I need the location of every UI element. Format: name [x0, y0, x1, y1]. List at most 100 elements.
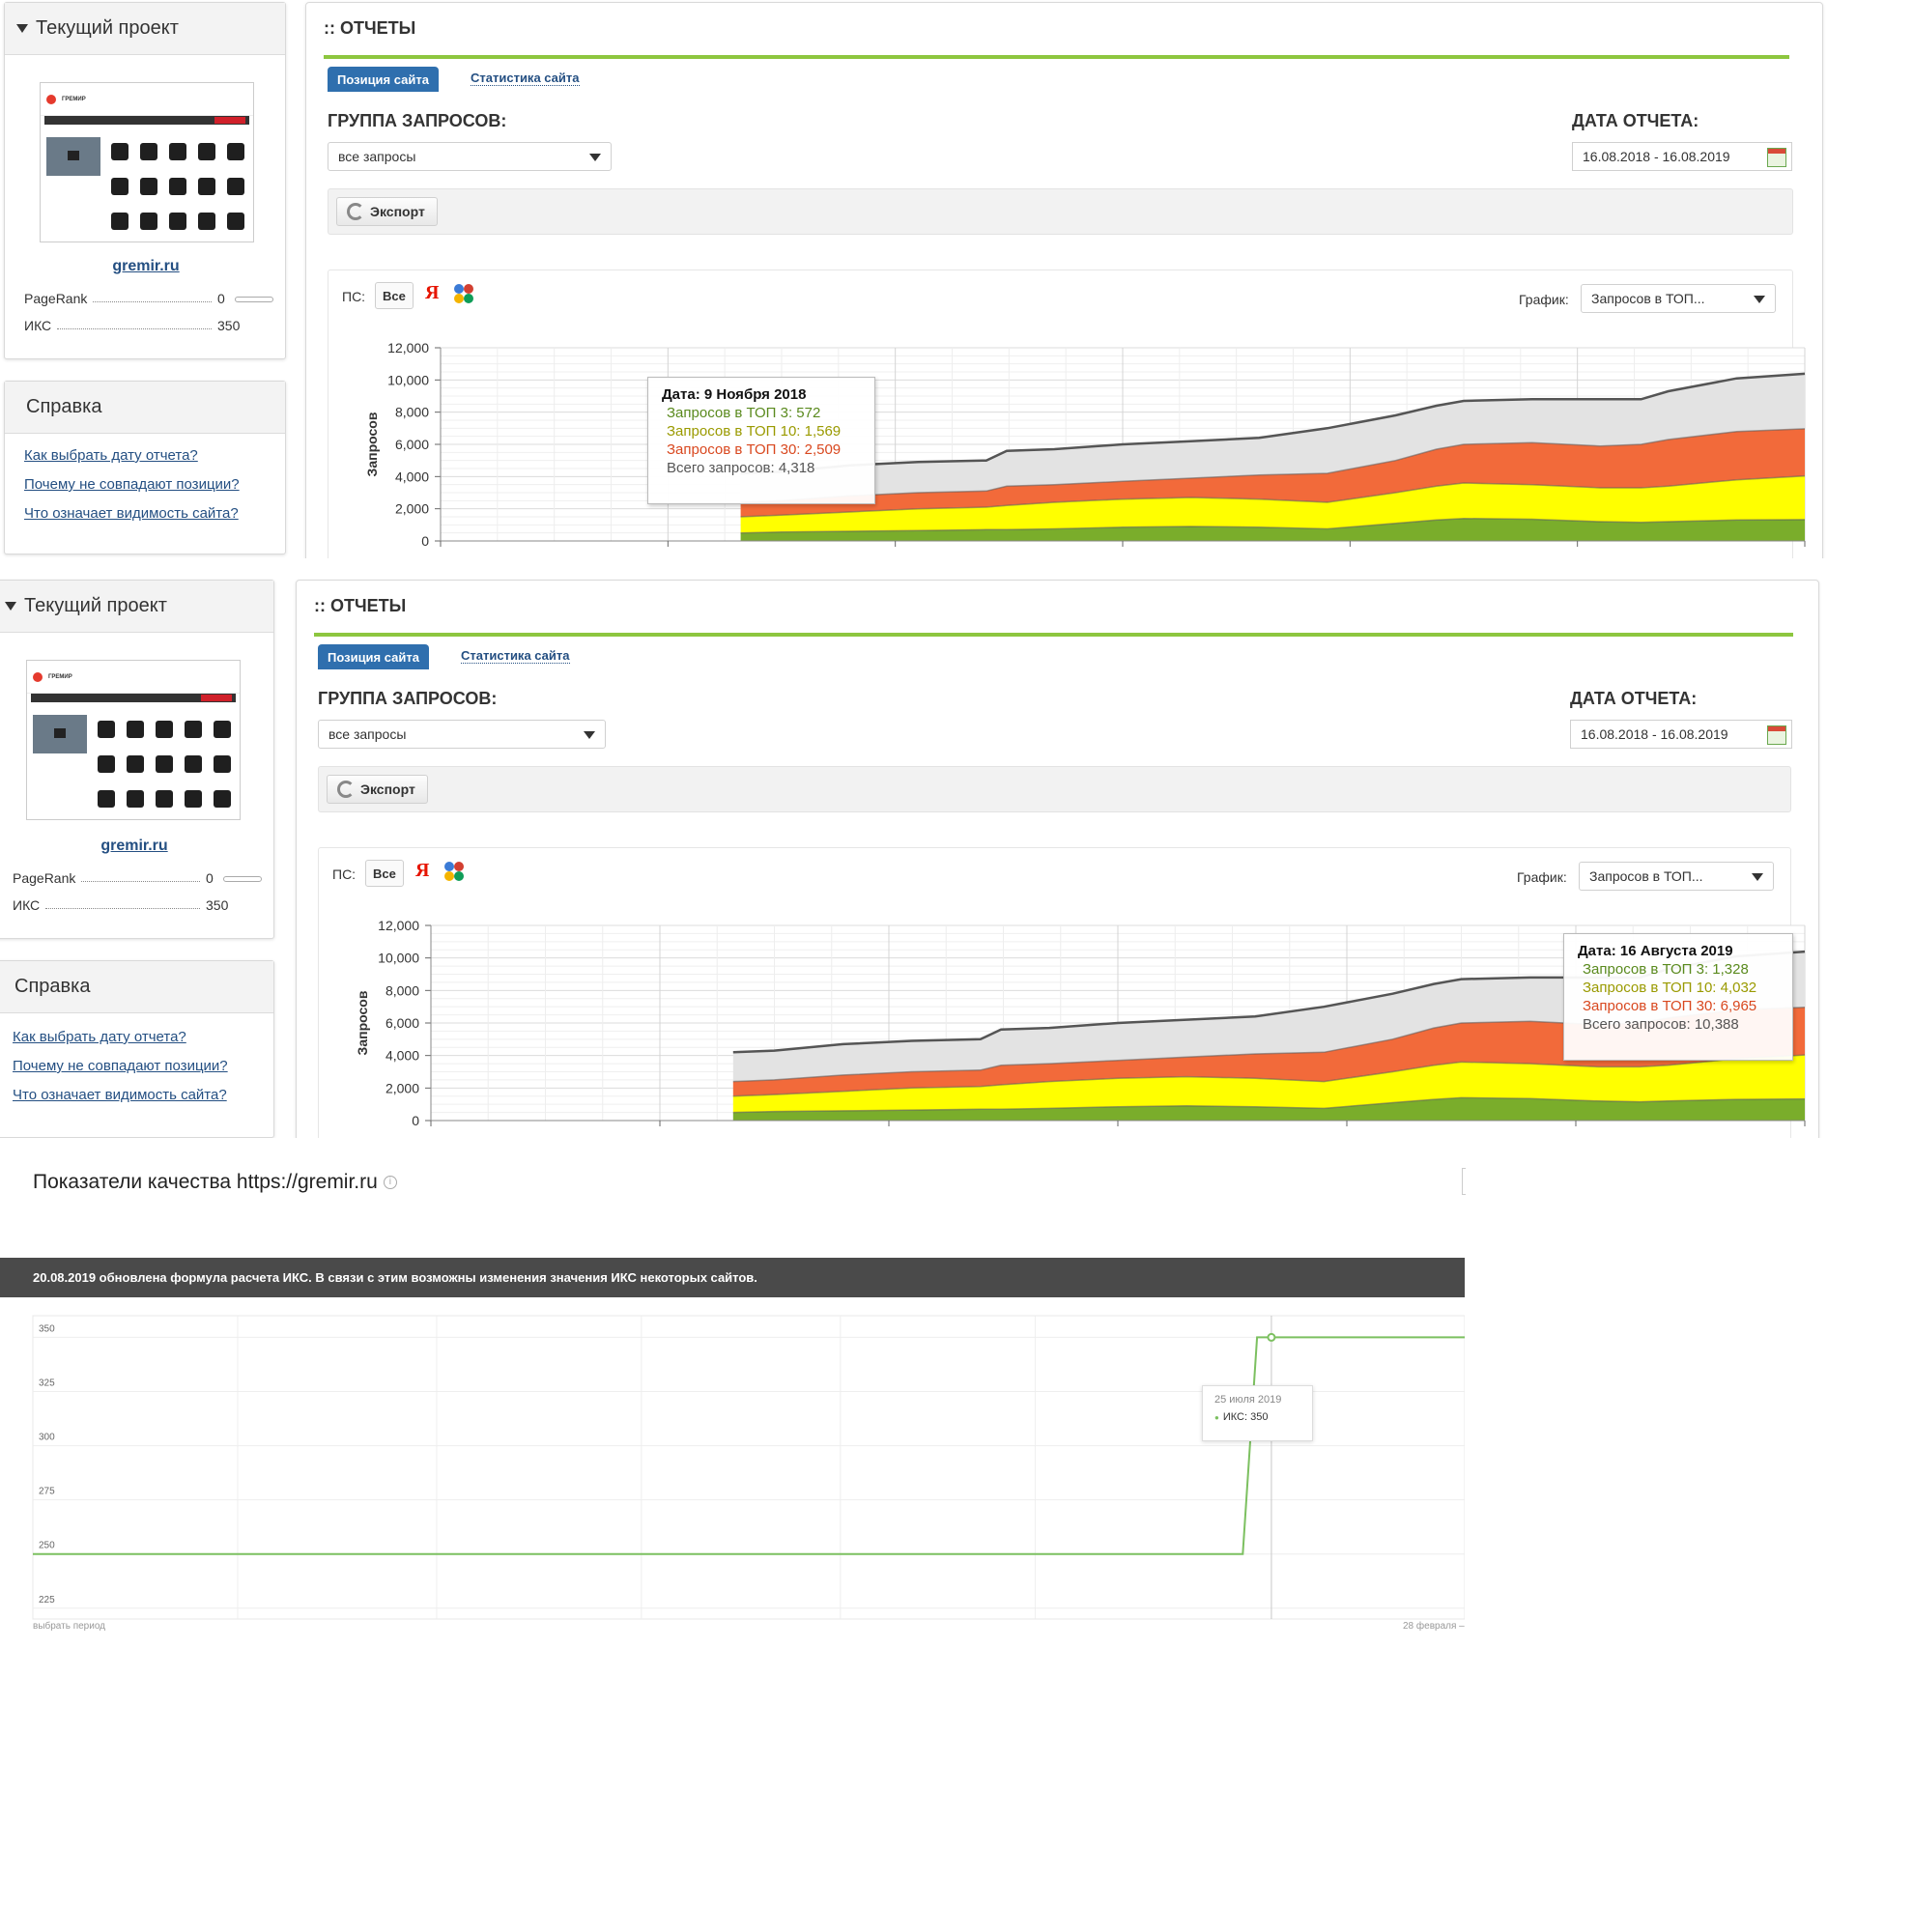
info-icon[interactable]: i [383, 1176, 397, 1190]
title-divider [324, 55, 1789, 59]
iks-tooltip-date: 25 июля 2019 [1214, 1394, 1282, 1406]
iks-tooltip-value: ИКС: 350 [1214, 1411, 1300, 1423]
pagerank-bar [222, 876, 262, 883]
iks-row: ИКС 350 [13, 895, 264, 915]
help-link-visibility[interactable]: Что означает видимость сайта? [24, 505, 239, 522]
area-1 [732, 1097, 1805, 1121]
google-icon[interactable] [454, 284, 473, 303]
y-tick-label: 225 [39, 1595, 55, 1605]
report-panel-2: Текущий проект ГРЕМИР gremir.ru PageRank… [0, 578, 1831, 1138]
report-date-input[interactable]: 16.08.2018 - 16.08.2019 [1570, 720, 1792, 749]
ps-all-button[interactable]: Все [365, 860, 404, 887]
query-group-select[interactable]: все запросы [328, 142, 612, 171]
current-project-header[interactable]: Текущий проект [0, 581, 273, 633]
area-3 [732, 1007, 1805, 1096]
tooltip-top3: Запросов в ТОП 3: 572 [667, 405, 821, 421]
help-link-positions[interactable]: Почему не совпадают позиции? [24, 476, 240, 493]
collapse-triangle-icon[interactable] [5, 602, 16, 611]
select-period-link[interactable]: выбрать период [33, 1621, 105, 1632]
iks-tooltip: 25 июля 2019 ИКС: 350 [1202, 1385, 1313, 1441]
query-group-select[interactable]: все запросы [318, 720, 606, 749]
iks-value: 350 [206, 897, 229, 913]
pagerank-row: PageRank 0 [13, 868, 264, 888]
export-button[interactable]: Экспорт [336, 197, 438, 226]
calendar-icon[interactable] [1767, 725, 1786, 745]
chevron-down-icon [1752, 873, 1763, 881]
tooltip-top3: Запросов в ТОП 3: 1,328 [1583, 961, 1749, 978]
tooltip-total: Всего запросов: 10,388 [1583, 1016, 1739, 1033]
y-tick-label: 250 [39, 1541, 55, 1551]
ps-all-button[interactable]: Все [375, 282, 414, 309]
series-line-3 [740, 428, 1806, 503]
page-title: :: ОТЧЕТЫ [324, 18, 416, 38]
iks-notice-banner: 20.08.2019 обновлена формула расчета ИКС… [0, 1258, 1465, 1297]
tooltip-top30: Запросов в ТОП 30: 2,509 [667, 441, 842, 458]
pagerank-value: 0 [206, 870, 214, 886]
collapse-triangle-icon[interactable] [16, 24, 28, 33]
help-header: Справка [0, 961, 273, 1013]
current-project-box: Текущий проект ГРЕМИР gremir.ru PageRank… [0, 580, 274, 939]
title-divider [314, 633, 1793, 637]
play-icon [68, 151, 79, 160]
y-tick-label: 10,000 [387, 372, 429, 387]
page-title: :: ОТЧЕТЫ [314, 596, 407, 615]
graph-type-select[interactable]: Запросов в ТОП... [1579, 862, 1774, 891]
y-tick-label: 8,000 [385, 982, 419, 998]
export-button-label: Экспорт [360, 781, 415, 797]
graph-type-value: Запросов в ТОП... [1589, 868, 1703, 884]
current-project-title: Текущий проект [24, 595, 167, 616]
help-link-date[interactable]: Как выбрать дату отчета? [13, 1029, 186, 1045]
refresh-icon [347, 203, 364, 220]
site-thumbnail[interactable]: ГРЕМИР [26, 660, 241, 820]
thumbnail-logo-text: ГРЕМИР [62, 96, 86, 102]
y-tick-label: 0 [412, 1113, 419, 1128]
y-tick-label: 2,000 [385, 1080, 419, 1095]
report-date-input[interactable]: 16.08.2018 - 16.08.2019 [1572, 142, 1792, 171]
calendar-icon[interactable] [1767, 148, 1786, 167]
site-link[interactable]: gremir.ru [100, 838, 168, 854]
cropped-control [1462, 1168, 1466, 1195]
yandex-icon[interactable]: Я [425, 282, 440, 303]
tab-site-stats[interactable]: Статистика сайта [461, 648, 570, 664]
help-link-positions[interactable]: Почему не совпадают позиции? [13, 1058, 228, 1074]
chart-tooltip-2: Дата: 16 Августа 2019 Запросов в ТОП 3: … [1563, 933, 1793, 1061]
refresh-icon [337, 781, 355, 798]
y-tick-label: 0 [421, 533, 429, 549]
help-link-date[interactable]: Как выбрать дату отчета? [24, 447, 198, 464]
tab-site-stats[interactable]: Статистика сайта [471, 71, 580, 86]
report-date-value: 16.08.2018 - 16.08.2019 [1581, 726, 1728, 742]
y-axis-label: Запросов [364, 412, 380, 476]
yandex-icon[interactable]: Я [415, 860, 430, 881]
query-group-label: ГРУППА ЗАПРОСОВ: [318, 689, 498, 708]
y-tick-label: 12,000 [387, 340, 429, 355]
graph-type-select[interactable]: Запросов в ТОП... [1581, 284, 1776, 313]
area-4 [732, 952, 1805, 1082]
y-tick-label: 12,000 [378, 918, 419, 933]
pagerank-value: 0 [217, 291, 225, 306]
help-header: Справка [5, 382, 285, 434]
pagerank-label: PageRank [24, 291, 88, 306]
graph-label: График: [1517, 869, 1567, 885]
area-1 [740, 518, 1805, 541]
tab-site-position[interactable]: Позиция сайта [318, 644, 429, 669]
positions-area-chart-1: 0 2,000 4,000 6,000 8,000 10,000 12,000 Запросо… [364, 340, 1806, 549]
graph-label: График: [1519, 292, 1569, 307]
current-project-header[interactable]: Текущий проект [5, 3, 285, 55]
y-tick-label: 6,000 [385, 1015, 419, 1031]
range-end-label: 28 февраля – [1403, 1621, 1465, 1632]
y-tick-label: 350 [39, 1323, 55, 1334]
series-line-1 [740, 517, 1806, 534]
site-link[interactable]: gremir.ru [112, 258, 180, 274]
site-thumbnail[interactable]: ГРЕМИР [40, 82, 254, 242]
ps-label: ПС: [342, 289, 366, 304]
pagerank-bar [234, 297, 273, 303]
help-box: Справка Как выбрать дату отчета? Почему … [4, 381, 286, 554]
iks-row: ИКС 350 [24, 316, 275, 335]
y-tick-label: 4,000 [395, 469, 429, 484]
iks-label: ИКС [24, 318, 52, 333]
export-button[interactable]: Экспорт [327, 775, 428, 804]
help-link-visibility[interactable]: Что означает видимость сайта? [13, 1087, 227, 1103]
google-icon[interactable] [444, 862, 464, 881]
tab-site-position[interactable]: Позиция сайта [328, 67, 439, 92]
current-project-title: Текущий проект [36, 17, 179, 39]
